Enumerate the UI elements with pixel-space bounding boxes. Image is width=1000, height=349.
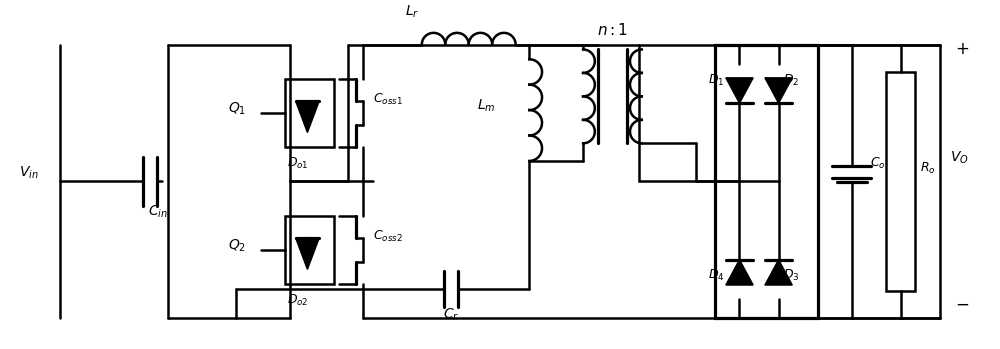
Text: $D_4$: $D_4$ [708, 268, 725, 283]
Text: $L_r$: $L_r$ [405, 3, 419, 20]
Text: $Q_1$: $Q_1$ [228, 101, 246, 117]
Text: $-$: $-$ [955, 295, 969, 312]
Text: $C_{in}$: $C_{in}$ [148, 204, 168, 220]
Bar [285, 216, 334, 284]
Bar [715, 45, 818, 318]
Text: $C_r$: $C_r$ [443, 306, 459, 323]
Polygon shape [296, 101, 319, 133]
Polygon shape [726, 78, 753, 103]
Bar [285, 79, 334, 147]
Text: $Q_2$: $Q_2$ [228, 238, 246, 254]
Text: $D_{o2}$: $D_{o2}$ [287, 292, 308, 308]
Polygon shape [726, 260, 753, 285]
Text: $R_o$: $R_o$ [920, 161, 936, 176]
Polygon shape [296, 238, 319, 269]
Text: $n:1$: $n:1$ [597, 22, 628, 38]
Text: $D_{o1}$: $D_{o1}$ [287, 156, 309, 171]
Polygon shape [765, 260, 792, 285]
Text: $C_o$: $C_o$ [870, 156, 885, 171]
Text: $D_2$: $D_2$ [783, 73, 800, 88]
Text: $+$: $+$ [955, 40, 969, 58]
Text: $C_{oss1}$: $C_{oss1}$ [373, 92, 403, 107]
Bar [886, 72, 915, 291]
Text: $V_O$: $V_O$ [950, 150, 968, 166]
Polygon shape [765, 78, 792, 103]
Text: $C_{oss2}$: $C_{oss2}$ [373, 229, 403, 244]
Text: $L_m$: $L_m$ [477, 98, 495, 114]
Text: $V_{in}$: $V_{in}$ [19, 164, 39, 181]
Text: $D_1$: $D_1$ [708, 73, 725, 88]
Text: $D_3$: $D_3$ [783, 268, 800, 283]
